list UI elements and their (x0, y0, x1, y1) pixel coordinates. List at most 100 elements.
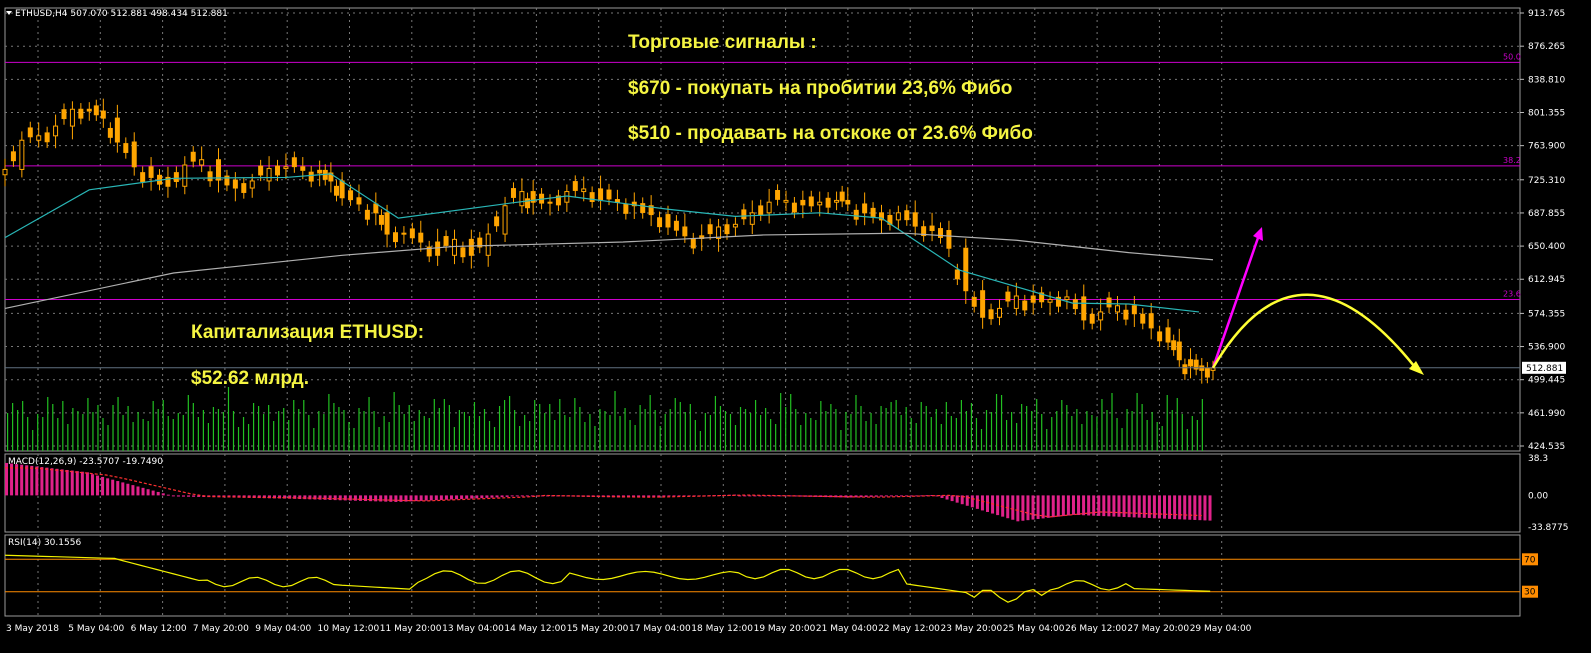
volume-bar (990, 412, 993, 451)
candle-body (988, 309, 994, 320)
macd-histogram-bar (181, 495, 185, 497)
volume-bar (1091, 415, 1093, 451)
macd-signal-line (5, 467, 1202, 518)
rsi-panel (4, 534, 1521, 617)
macd-histogram-bar (389, 495, 393, 502)
macd-histogram-bar (358, 495, 362, 501)
candle-body (1005, 291, 1011, 302)
macd-histogram-bar (930, 495, 934, 497)
volume-bar (564, 415, 566, 451)
candle-body (275, 165, 281, 176)
volume-bar (674, 398, 676, 451)
volume-bar (1156, 422, 1158, 451)
volume-bar (202, 410, 204, 451)
candle-body (716, 226, 722, 239)
symbol-header: ETHUSD,H4 507.070 512.881 498.434 512.88… (15, 9, 228, 19)
volume-bar (82, 414, 84, 451)
macd-histogram-bar (70, 470, 74, 496)
volume-bar (749, 413, 752, 451)
macd-histogram-bar (803, 495, 807, 497)
macd-histogram-bar (50, 468, 54, 496)
volume-bar (634, 425, 636, 451)
candle-body (468, 238, 474, 256)
macd-histogram-bar (338, 495, 342, 501)
macd-histogram-bar (288, 495, 292, 499)
macd-histogram-bar (793, 495, 797, 497)
candle-body (614, 199, 620, 203)
macd-histogram-bar (849, 495, 853, 498)
volume-bar (840, 430, 842, 451)
volume-bar (353, 428, 355, 451)
volume-bar (624, 408, 626, 451)
volume-bar (378, 427, 380, 451)
volume-bar (117, 397, 119, 451)
volume-bar (298, 409, 300, 451)
x-tick-label: 17 May 04:00 (629, 624, 691, 634)
volume-bar (760, 415, 762, 451)
macd-histogram-bar (1082, 495, 1086, 516)
fib-level-label: 38.2 (1503, 156, 1521, 165)
macd-histogram-bar (187, 495, 191, 497)
volume-bar (519, 426, 521, 451)
volume-bar (850, 414, 852, 451)
y-tick-label: 536.900 (1528, 343, 1565, 353)
volume-bar (182, 415, 184, 451)
macd-histogram-bar (677, 495, 681, 497)
macd-histogram-bar (1193, 495, 1197, 520)
macd-histogram-bar (1056, 495, 1060, 517)
candle-body (673, 220, 679, 231)
macd-histogram-bar (1142, 495, 1146, 518)
volume-bar (1076, 409, 1078, 451)
candle-body (241, 183, 247, 193)
volume-bar (343, 410, 345, 451)
volume-bar (1111, 393, 1113, 451)
volume-bar (87, 398, 89, 451)
macd-histogram-bar (55, 468, 59, 496)
macd-histogram-bar (1208, 495, 1212, 521)
forecast-sell-curve (1211, 293, 1419, 372)
macd-histogram-bar (353, 495, 357, 501)
macd-histogram-bar (864, 495, 868, 498)
candle-body (190, 151, 196, 162)
candle-body (1030, 295, 1036, 303)
volume-bar (438, 408, 440, 451)
volume-bars (7, 387, 1203, 451)
volume-bar (970, 403, 973, 451)
macd-histogram-bar (303, 495, 307, 500)
x-tick-label: 7 May 20:00 (193, 624, 249, 634)
candle-body (308, 171, 314, 182)
volume-bar (775, 424, 777, 451)
macd-histogram-bar (30, 465, 34, 496)
volume-bar (122, 415, 124, 451)
macd-histogram-bar (5, 462, 8, 496)
macd-histogram-bar (379, 495, 383, 502)
volume-bar (1066, 405, 1068, 451)
macd-histogram-bar (515, 495, 519, 497)
volume-bar (699, 431, 701, 451)
volume-bar (599, 409, 601, 451)
macd-histogram-bar (460, 495, 464, 500)
volume-bar (584, 422, 586, 451)
candle-body (572, 181, 578, 191)
volume-bar (579, 407, 581, 451)
volume-bar (403, 414, 405, 451)
candle-body (1157, 331, 1163, 342)
candle-body (895, 212, 901, 221)
candle-body (10, 151, 16, 162)
macd-histogram-bar (25, 465, 29, 496)
macd-histogram-bar (814, 495, 818, 497)
candle-body (266, 168, 272, 182)
volume-bar (263, 414, 265, 451)
volume-bar (273, 421, 275, 451)
volume-bar (197, 417, 199, 451)
macd-histogram-bar (1006, 495, 1010, 519)
capitalization-value: $52.62 млрд. (191, 368, 309, 389)
volume-bar (97, 405, 99, 451)
candle-body (216, 159, 222, 181)
volume-bar (47, 397, 49, 451)
macd-histogram-bar (369, 495, 373, 502)
volume-bar (413, 421, 415, 451)
macd-histogram-bar (283, 495, 287, 499)
